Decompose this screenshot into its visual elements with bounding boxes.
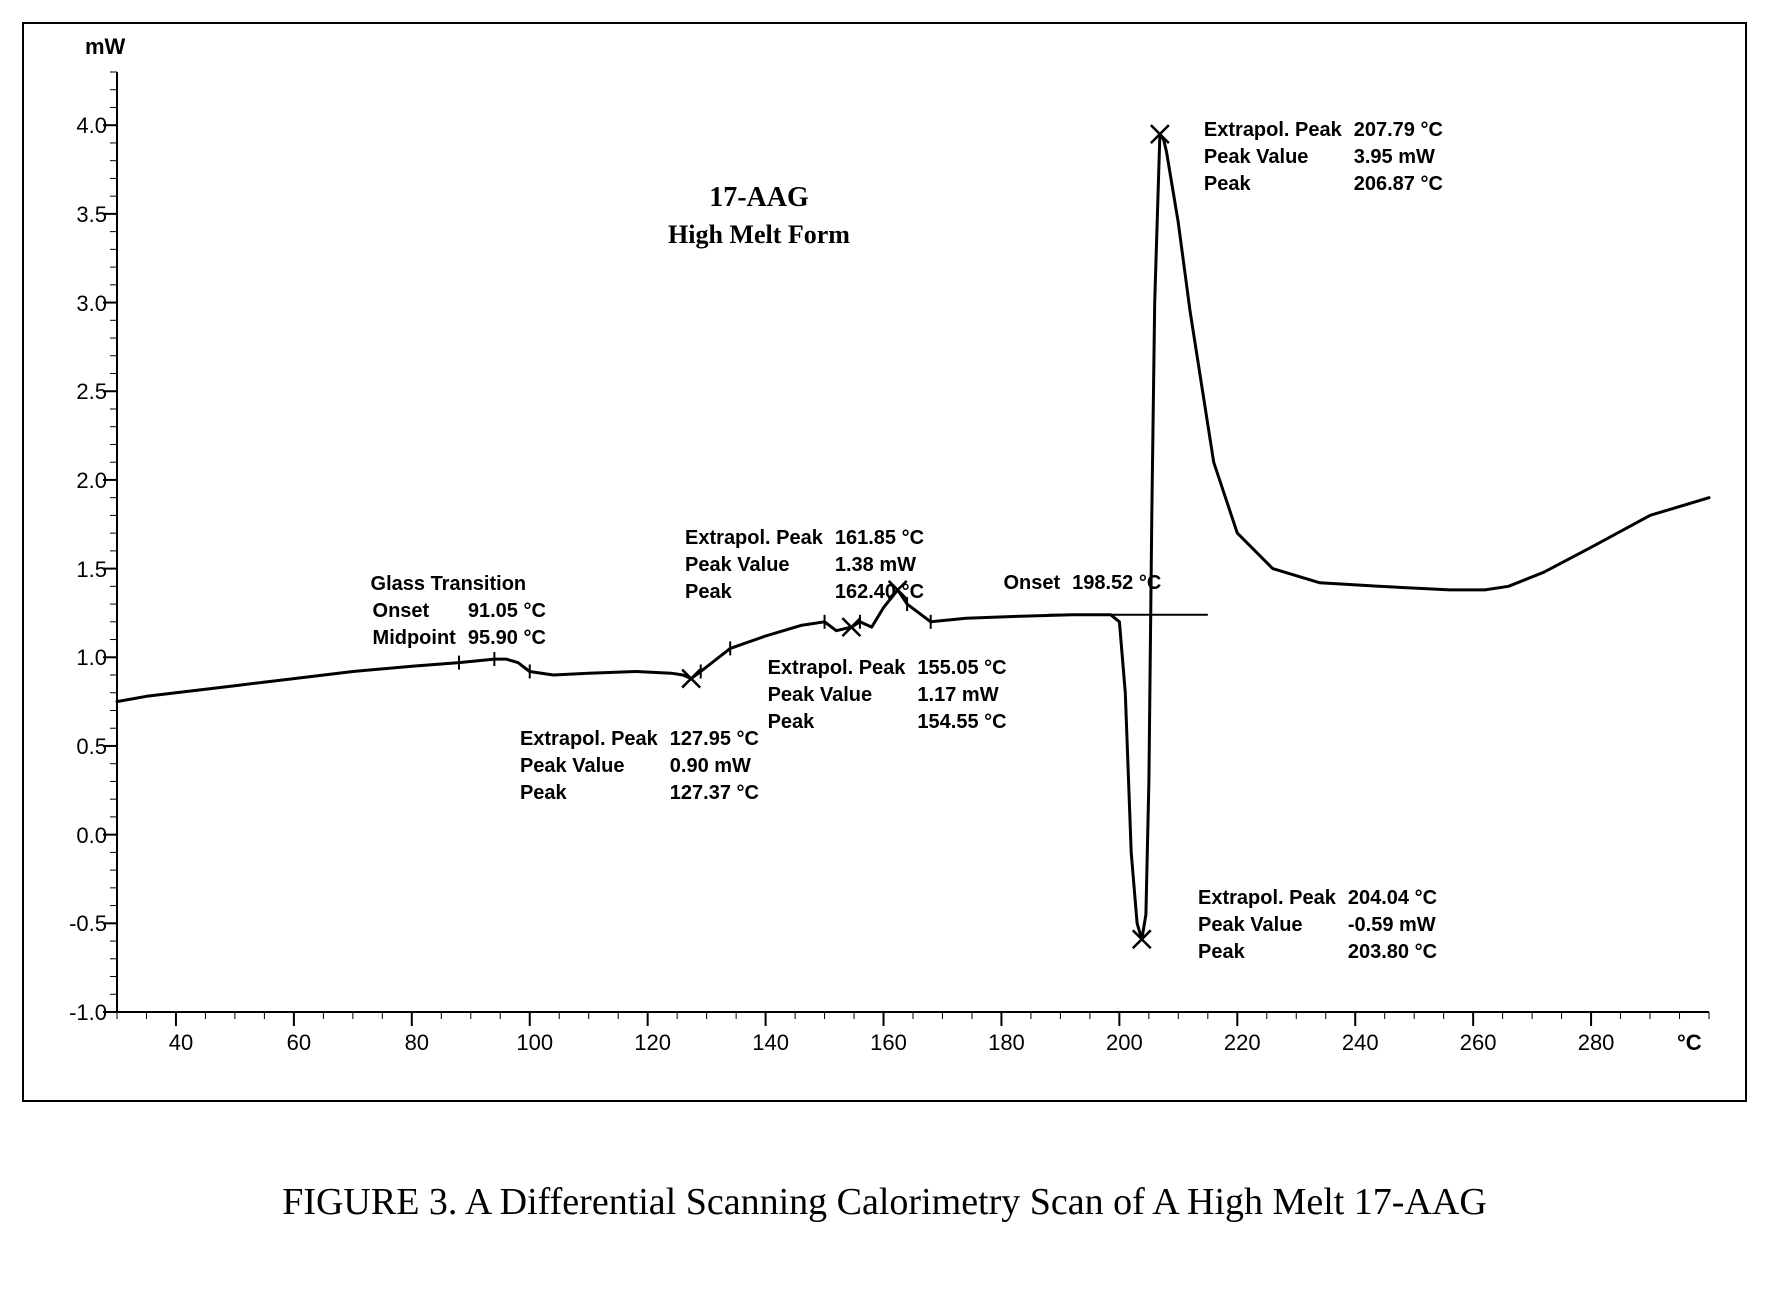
annotation-value: 1.38 mW xyxy=(835,553,934,578)
annotation-label: Peak xyxy=(685,580,833,605)
annotation-onset_198: Onset198.52 °C xyxy=(1001,569,1173,598)
x-tick-label: 120 xyxy=(628,1030,678,1056)
annotation-value: 91.05 °C xyxy=(468,599,556,624)
annotation-table: Onset198.52 °C xyxy=(1001,569,1173,598)
annotation-label: Onset xyxy=(1003,571,1070,596)
annotation-value: 95.90 °C xyxy=(468,626,556,651)
y-tick-label: 4.0 xyxy=(59,113,107,139)
annotation-table: Onset91.05 °CMidpoint95.90 °C xyxy=(371,597,558,653)
annotation-value: 127.37 °C xyxy=(670,781,769,806)
annotation-value: 127.95 °C xyxy=(670,727,769,752)
annotation-header: Glass Transition xyxy=(371,572,558,597)
y-tick-label: 3.5 xyxy=(59,202,107,228)
annotation-glass_transition: Glass TransitionOnset91.05 °CMidpoint95.… xyxy=(371,572,558,653)
annotation-value: 0.90 mW xyxy=(670,754,769,779)
x-tick-label: 220 xyxy=(1217,1030,1267,1056)
annotation-label: Peak xyxy=(1198,940,1346,965)
figure-caption: FIGURE 3. A Differential Scanning Calori… xyxy=(0,1180,1769,1224)
annotation-value: 1.17 mW xyxy=(917,683,1016,708)
annotation-label: Extrapol. Peak xyxy=(1204,118,1352,143)
annotation-table: Extrapol. Peak127.95 °CPeak Value0.90 mW… xyxy=(518,725,771,808)
annotation-table: Extrapol. Peak207.79 °CPeak Value3.95 mW… xyxy=(1202,116,1455,199)
annotation-label: Peak xyxy=(768,710,916,735)
annotation-value: 155.05 °C xyxy=(917,656,1016,681)
y-tick-label: 1.5 xyxy=(59,557,107,583)
annotation-value: 198.52 °C xyxy=(1072,571,1171,596)
x-tick-label: 140 xyxy=(746,1030,796,1056)
x-tick-label: 180 xyxy=(981,1030,1031,1056)
annotation-label: Onset xyxy=(373,599,466,624)
annotation-peak_207: Extrapol. Peak207.79 °CPeak Value3.95 mW… xyxy=(1202,116,1455,199)
y-tick-label: 2.5 xyxy=(59,379,107,405)
annotation-value: 207.79 °C xyxy=(1354,118,1453,143)
y-tick-label: 3.0 xyxy=(59,291,107,317)
x-tick-label: 200 xyxy=(1099,1030,1149,1056)
annotation-value: 161.85 °C xyxy=(835,526,934,551)
annotation-label: Peak xyxy=(1204,172,1352,197)
y-tick-label: -0.5 xyxy=(59,911,107,937)
x-tick-label: 100 xyxy=(510,1030,560,1056)
annotation-label: Peak Value xyxy=(520,754,668,779)
x-axis-unit: °C xyxy=(1677,1030,1702,1056)
annotation-table: Extrapol. Peak161.85 °CPeak Value1.38 mW… xyxy=(683,524,936,607)
annotation-label: Peak Value xyxy=(685,553,833,578)
y-tick-label: -1.0 xyxy=(59,1000,107,1026)
annotation-value: 3.95 mW xyxy=(1354,145,1453,170)
x-tick-label: 240 xyxy=(1335,1030,1385,1056)
x-tick-label: 80 xyxy=(392,1030,442,1056)
x-tick-label: 280 xyxy=(1571,1030,1621,1056)
y-tick-label: 0.5 xyxy=(59,734,107,760)
y-axis-unit: mW xyxy=(85,34,125,60)
annotation-value: 204.04 °C xyxy=(1348,886,1447,911)
annotation-label: Peak Value xyxy=(1204,145,1352,170)
annotation-label: Peak Value xyxy=(1198,913,1346,938)
annotation-value: 203.80 °C xyxy=(1348,940,1447,965)
annotation-label: Peak xyxy=(520,781,668,806)
x-tick-label: 160 xyxy=(864,1030,914,1056)
x-tick-label: 40 xyxy=(156,1030,206,1056)
chart-frame: mW °C 17-AAG High Melt Form -1.0 -0.5 0.0 0… xyxy=(22,22,1747,1102)
chart-title-2: High Melt Form xyxy=(599,220,919,250)
annotation-label: Extrapol. Peak xyxy=(1198,886,1346,911)
annotation-peak_127: Extrapol. Peak127.95 °CPeak Value0.90 mW… xyxy=(518,725,771,808)
annotation-value: 154.55 °C xyxy=(917,710,1016,735)
annotation-peak_155: Extrapol. Peak155.05 °CPeak Value1.17 mW… xyxy=(766,654,1019,737)
x-tick-label: 260 xyxy=(1453,1030,1503,1056)
annotation-value: -0.59 mW xyxy=(1348,913,1447,938)
chart-title-1: 17-AAG xyxy=(599,182,919,214)
dsc-plot: mW °C 17-AAG High Melt Form -1.0-0.50.00… xyxy=(79,62,1719,1062)
x-tick-label: 60 xyxy=(274,1030,324,1056)
annotation-label: Extrapol. Peak xyxy=(520,727,668,752)
annotation-value: 206.87 °C xyxy=(1354,172,1453,197)
annotation-label: Extrapol. Peak xyxy=(768,656,916,681)
annotation-table: Extrapol. Peak155.05 °CPeak Value1.17 mW… xyxy=(766,654,1019,737)
y-tick-label: 2.0 xyxy=(59,468,107,494)
y-tick-label: 1.0 xyxy=(59,645,107,671)
annotation-label: Midpoint xyxy=(373,626,466,651)
y-tick-label: 0.0 xyxy=(59,823,107,849)
annotation-value: 162.40 °C xyxy=(835,580,934,605)
annotation-table: Extrapol. Peak204.04 °CPeak Value-0.59 m… xyxy=(1196,884,1449,967)
annotation-peak_204: Extrapol. Peak204.04 °CPeak Value-0.59 m… xyxy=(1196,884,1449,967)
annotation-peak_161: Extrapol. Peak161.85 °CPeak Value1.38 mW… xyxy=(683,524,936,607)
annotation-label: Extrapol. Peak xyxy=(685,526,833,551)
annotation-label: Peak Value xyxy=(768,683,916,708)
